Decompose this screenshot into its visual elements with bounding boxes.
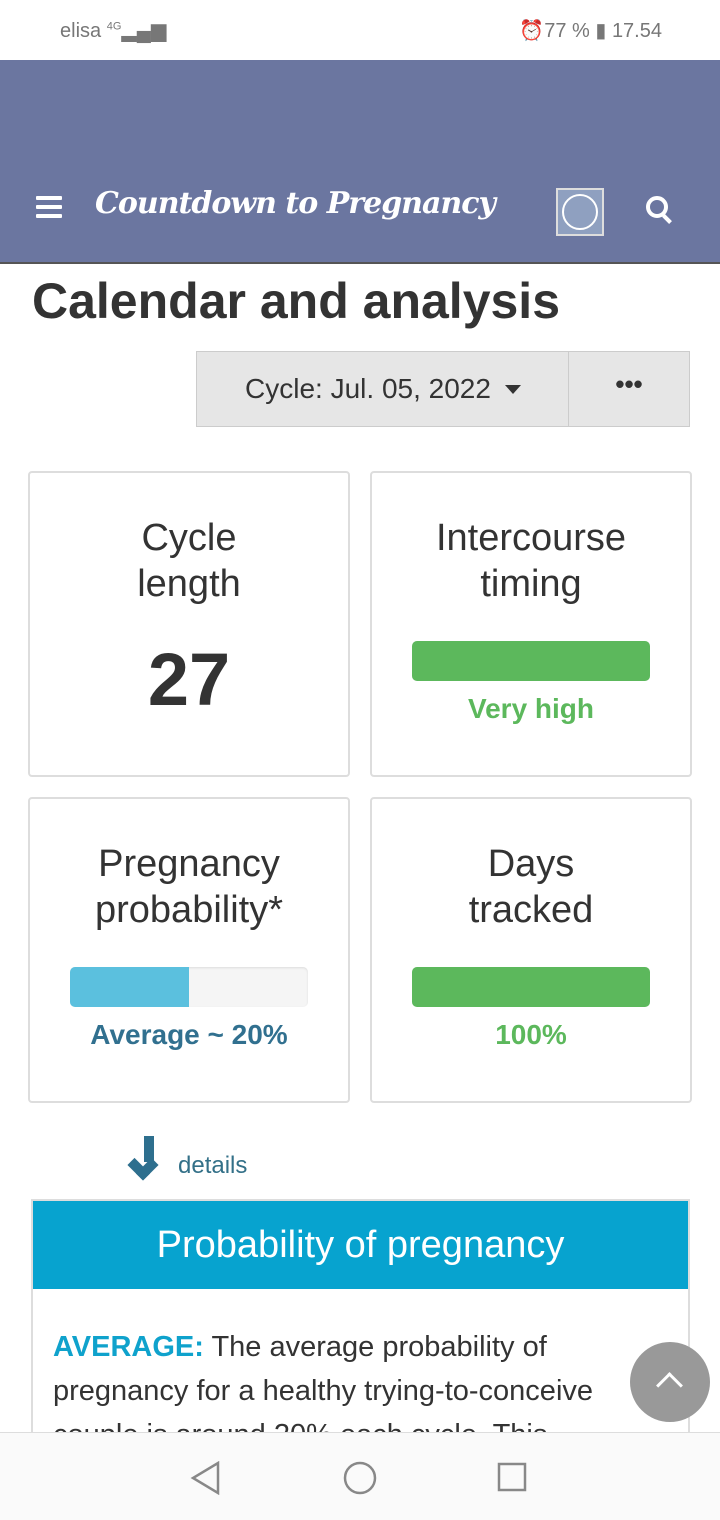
app-title[interactable]: Countdown to Pregnancy bbox=[95, 186, 496, 221]
days-tracked-card: Days tracked 100% bbox=[370, 797, 692, 1103]
scroll-to-top-button[interactable] bbox=[630, 1342, 710, 1422]
battery-icon: ▮ bbox=[595, 19, 607, 42]
card-label: Days tracked bbox=[468, 843, 594, 931]
arrow-down-icon bbox=[128, 1136, 170, 1180]
progress-bar bbox=[412, 641, 650, 681]
app-bar: Countdown to Pregnancy bbox=[0, 60, 720, 264]
more-button[interactable]: ••• bbox=[568, 351, 690, 427]
signal-icon: ▂▄▆ bbox=[121, 19, 167, 42]
alarm-icon: ⏰ bbox=[519, 19, 545, 42]
intercourse-timing-card: Intercourse timing Very high bbox=[370, 471, 692, 777]
cycle-dropdown[interactable]: Cycle: Jul. 05, 2022 bbox=[196, 351, 570, 427]
details-link[interactable]: details bbox=[128, 1136, 247, 1180]
network-icon: 4G bbox=[106, 19, 122, 32]
cycle-label: Cycle: Jul. 05, 2022 bbox=[245, 373, 491, 404]
clock: 17.54 bbox=[611, 19, 662, 42]
search-icon[interactable] bbox=[646, 196, 668, 218]
back-icon[interactable] bbox=[190, 1461, 222, 1495]
cycle-length-value: 27 bbox=[147, 638, 231, 721]
recents-icon[interactable] bbox=[497, 1461, 527, 1493]
caret-down-icon bbox=[504, 384, 521, 394]
card-label: Intercourse timing bbox=[435, 517, 627, 605]
battery-percent: 77 % bbox=[544, 19, 590, 42]
panel-lead: AVERAGE: bbox=[53, 1331, 204, 1363]
avatar-icon[interactable] bbox=[556, 188, 604, 236]
status-text: 100% bbox=[495, 1019, 567, 1050]
card-label: Cycle length bbox=[137, 517, 241, 605]
progress-bar bbox=[412, 967, 650, 1007]
card-label: Pregnancy probability* bbox=[95, 843, 283, 931]
carrier: elisa bbox=[60, 19, 102, 42]
menu-icon[interactable] bbox=[36, 196, 62, 223]
page-title: Calendar and analysis bbox=[32, 273, 561, 329]
status-text: Average ~ 20% bbox=[90, 1019, 288, 1050]
probability-panel: Probability of pregnancy AVERAGE: The av… bbox=[31, 1199, 690, 1499]
status-text: Very high bbox=[467, 693, 595, 724]
progress-bar bbox=[70, 967, 308, 1007]
navigation-bar bbox=[0, 1432, 720, 1520]
cycle-length-card: Cycle length 27 bbox=[28, 471, 350, 777]
panel-title: Probability of pregnancy bbox=[33, 1201, 688, 1289]
status-bar: elisa 4G▂▄▆ ⏰77 % ▮ 17.54 bbox=[0, 0, 720, 60]
home-icon[interactable] bbox=[343, 1461, 377, 1495]
details-label: details bbox=[178, 1152, 248, 1179]
pregnancy-probability-card: Pregnancy probability* Average ~ 20% bbox=[28, 797, 350, 1103]
